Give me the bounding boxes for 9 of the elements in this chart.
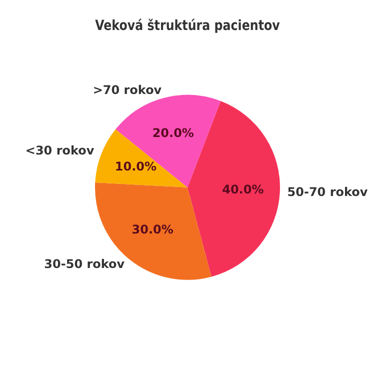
slice-label: 30-50 rokov: [44, 257, 125, 272]
data-label: 20.0%: [152, 126, 194, 140]
slice-label: >70 rokov: [92, 83, 162, 98]
data-label: 30.0%: [132, 222, 174, 237]
slice-label: 50-70 rokov: [287, 184, 368, 199]
data-label: 10.0%: [114, 160, 157, 174]
data-label: 40.0%: [222, 182, 264, 196]
slice-label: <30 rokov: [25, 144, 94, 158]
chart-title: Veková štruktúra pacientov: [95, 18, 280, 34]
